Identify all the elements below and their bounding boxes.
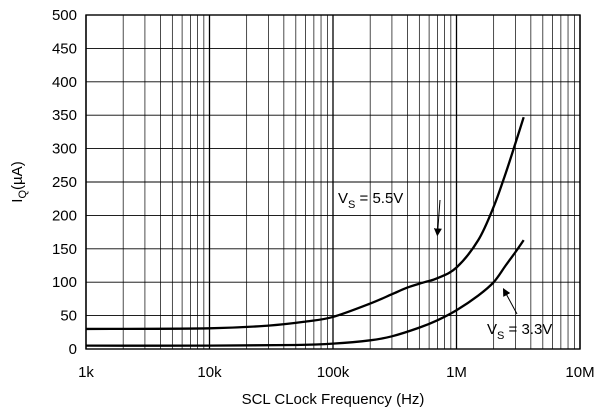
y-tick-label: 450 [52, 40, 77, 57]
annotation-sub: S [348, 199, 355, 211]
y-tick-label: 150 [52, 241, 77, 258]
annotation-arrow [502, 287, 518, 315]
y-tick-label: 400 [52, 74, 77, 91]
y-tick-label: 300 [52, 141, 77, 158]
y-axis-title-tail: (µA) [9, 161, 26, 190]
series-line-1 [85, 116, 525, 331]
annotation-tail: = 3.3V [504, 321, 552, 338]
annotation-arrow [433, 199, 442, 237]
y-tick-label: 500 [52, 7, 77, 24]
x-tick-label: 10M [565, 364, 594, 381]
y-tick-label: 0 [69, 341, 77, 358]
y-axis-title-sub: Q [17, 190, 29, 199]
x-tick-label: 1k [78, 364, 94, 381]
series-annotation-1: VS = 5.5V [338, 190, 403, 211]
annotation-main: V [338, 190, 348, 207]
y-tick-label: 100 [52, 274, 77, 291]
annotation-tail: = 5.5V [355, 190, 403, 207]
y-axis-title-main: I [9, 199, 26, 203]
y-axis-title: IQ(µA) [9, 161, 29, 202]
series-annotation-2: VS = 3.3V [487, 321, 552, 342]
tick-labels: 0 50 100 150 200 250 300 350 400 450 500 1k 10k 100k 1… [52, 7, 595, 381]
series-line-2 [85, 239, 525, 347]
y-tick-label: 50 [60, 308, 77, 325]
plot-frame [85, 14, 581, 350]
series-lines [85, 116, 525, 347]
x-tick-label: 10k [197, 364, 222, 381]
annotation-sub: S [497, 330, 504, 342]
y-tick-label: 200 [52, 207, 77, 224]
x-axis-title: SCL CLock Frequency (Hz) [242, 391, 425, 408]
annotation-main: V [487, 321, 497, 338]
x-tick-label: 1M [446, 364, 467, 381]
x-tick-label: 100k [317, 364, 350, 381]
y-tick-label: 350 [52, 107, 77, 124]
y-tick-label: 250 [52, 174, 77, 191]
grid [85, 14, 581, 350]
